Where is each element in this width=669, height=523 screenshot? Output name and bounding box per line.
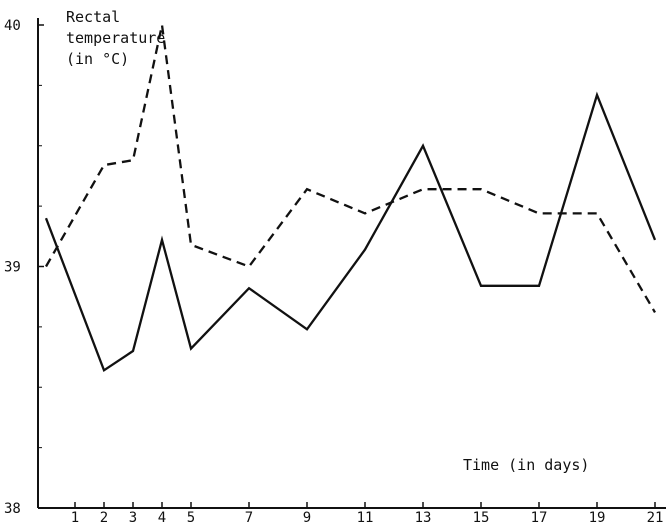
y-ticks: 38 39 40 <box>4 18 44 517</box>
series-lines <box>44 24 657 373</box>
x-tick-label: 19 <box>589 510 606 523</box>
x-axis-title: Time (in days) <box>463 456 589 474</box>
x-tick-label: 2 <box>100 510 108 523</box>
y-tick-label: 38 <box>4 501 21 517</box>
series-line-dashed <box>45 24 656 313</box>
y-axis-title-line-3: (in °C) <box>66 50 129 68</box>
y-axis-title-line-2: temperature <box>66 29 165 47</box>
x-tick-label: 15 <box>473 510 490 523</box>
x-tick-label: 4 <box>158 510 166 523</box>
y-tick-label: 39 <box>4 260 21 276</box>
x-tick-label: 21 <box>647 510 664 523</box>
x-tick-label: 7 <box>245 510 253 523</box>
x-tick-label: 17 <box>531 510 548 523</box>
x-ticks: 1 2 3 4 5 7 9 11 13 15 17 19 21 <box>71 502 664 523</box>
x-tick-label: 9 <box>303 510 311 523</box>
y-tick-label: 40 <box>4 18 21 34</box>
x-tick-label: 3 <box>129 510 137 523</box>
y-axis-title-line-1: Rectal <box>66 8 120 26</box>
series-line-solid <box>44 91 657 373</box>
x-tick-label: 13 <box>415 510 432 523</box>
x-tick-label: 5 <box>187 510 195 523</box>
x-tick-label: 1 <box>71 510 79 523</box>
x-tick-label: 11 <box>357 510 374 523</box>
